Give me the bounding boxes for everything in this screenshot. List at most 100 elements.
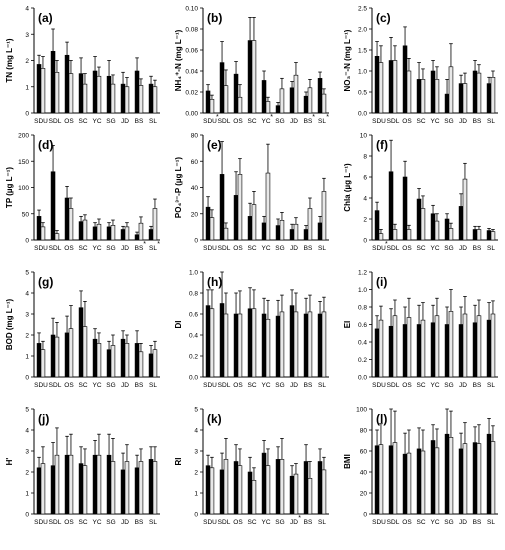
bar-series-1: [50, 51, 56, 114]
panel-label: (e): [207, 138, 222, 152]
y-tick-label: 8: [363, 154, 367, 161]
bar-series-2: [307, 311, 313, 378]
y-tick-label: 2.5: [358, 6, 367, 13]
bar-series-1: [92, 338, 98, 378]
bar-series-2: [68, 208, 74, 241]
bar-series-2: [406, 452, 412, 515]
bar-series-1: [50, 334, 56, 378]
y-axis-title: PO₄³⁻-P (µg L⁻¹): [174, 157, 183, 218]
bar-series-2: [96, 454, 102, 515]
x-tick-label: JD: [459, 382, 467, 389]
bar-series-1: [472, 442, 478, 515]
bar-series-1: [205, 465, 211, 515]
bar-series-1: [275, 315, 281, 378]
x-tick-label: SDL: [387, 382, 400, 389]
y-tick-label: 0.4: [189, 333, 198, 340]
x-tick-label: YC: [261, 245, 270, 252]
bar-series-2: [237, 465, 243, 515]
bar-series-1: [317, 78, 323, 114]
bar-series-2: [223, 227, 229, 241]
bar-series-2: [68, 454, 74, 515]
bar-series-1: [416, 448, 422, 515]
x-tick-label: OS: [402, 118, 412, 125]
x-tick-label: OS: [64, 382, 74, 389]
bar-series-2: [378, 233, 384, 241]
x-tick-label: SDU: [203, 519, 217, 526]
y-tick-label: 0.0: [358, 375, 367, 382]
bar-series-2: [420, 79, 426, 114]
panel-label: (a): [38, 11, 53, 25]
x-tick-label: SG: [444, 245, 453, 252]
bar-series-2: [476, 443, 482, 515]
bar-series-1: [120, 229, 126, 241]
y-tick-label: 0: [25, 375, 29, 382]
bar-series-1: [303, 229, 309, 241]
x-tick-label: OS: [233, 382, 243, 389]
y-tick-label: 0.00: [185, 111, 198, 118]
bar-series-1: [92, 70, 98, 114]
bar-series-2: [138, 85, 144, 114]
bar-series-2: [265, 101, 271, 114]
panel-label: (d): [38, 138, 53, 152]
bar-series-2: [321, 93, 327, 114]
y-axis-title: EI: [343, 321, 352, 329]
y-tick-label: 150: [18, 159, 29, 166]
x-tick-label: YC: [92, 519, 101, 526]
bar-series-2: [124, 226, 130, 241]
bar-series-1: [92, 454, 98, 515]
bar-series-1: [289, 87, 295, 114]
y-tick-label: 10: [360, 133, 368, 140]
bar-series-2: [420, 208, 426, 241]
bar-series-1: [247, 471, 253, 515]
x-tick-label: SL: [149, 245, 157, 252]
y-tick-label: 60: [191, 159, 199, 166]
bar-series-1: [120, 83, 126, 114]
bar-series-1: [430, 213, 436, 241]
bar-series-1: [120, 469, 126, 515]
y-axis-title: DI: [174, 321, 183, 329]
bar-series-1: [444, 218, 450, 241]
y-axis-title: H': [5, 458, 14, 466]
y-tick-label: 80: [191, 133, 199, 140]
bar-series-2: [138, 222, 144, 241]
y-tick-label: 2.0: [358, 27, 367, 34]
y-tick-label: 0.8: [358, 305, 367, 312]
y-tick-label: 5: [25, 270, 29, 277]
bar-series-1: [486, 230, 492, 241]
bar-series-1: [261, 80, 267, 114]
x-tick-label: YC: [430, 382, 439, 389]
bar-series-1: [275, 105, 281, 114]
bar-series-2: [152, 86, 158, 114]
bar-series-1: [317, 461, 323, 515]
y-tick-label: 1.2: [358, 270, 367, 277]
panel-label: (h): [207, 275, 222, 289]
bar-series-2: [307, 477, 313, 515]
chart-panel: 0 20 40 60 80 PO₄³⁻-P (µg L⁻¹) (e) SDU SDL OS SC YC…: [174, 133, 329, 252]
y-tick-label: 2: [25, 58, 29, 65]
y-tick-label: 4: [194, 428, 198, 435]
x-tick-label: JD: [121, 245, 129, 252]
bar-series-2: [223, 459, 229, 515]
x-tick-label: JD: [290, 382, 298, 389]
x-tick-label: SC: [247, 519, 256, 526]
chart-panel: 0 50 100 150 200 TP (µg L⁻¹) (d) SDU SDL OS SC YC SG…: [5, 133, 160, 253]
bar-series-1: [205, 206, 211, 241]
y-tick-label: 50: [22, 211, 30, 218]
bar-series-2: [209, 467, 215, 515]
x-tick-label: SG: [106, 118, 115, 125]
bar-series-2: [448, 311, 454, 378]
bar-series-2: [378, 444, 384, 515]
bar-series-2: [476, 315, 482, 378]
y-tick-label: 2: [194, 470, 198, 477]
x-tick-label: OS: [64, 118, 74, 125]
y-tick-label: 3: [25, 32, 29, 39]
significance-star: *: [216, 114, 219, 121]
y-tick-label: 0.6: [358, 322, 367, 329]
y-tick-label: 200: [18, 133, 29, 140]
bar-series-2: [490, 313, 496, 378]
y-tick-label: 0.02: [185, 90, 198, 97]
bar-series-2: [251, 308, 257, 378]
x-tick-label: OS: [402, 382, 412, 389]
y-tick-label: 100: [356, 407, 367, 414]
